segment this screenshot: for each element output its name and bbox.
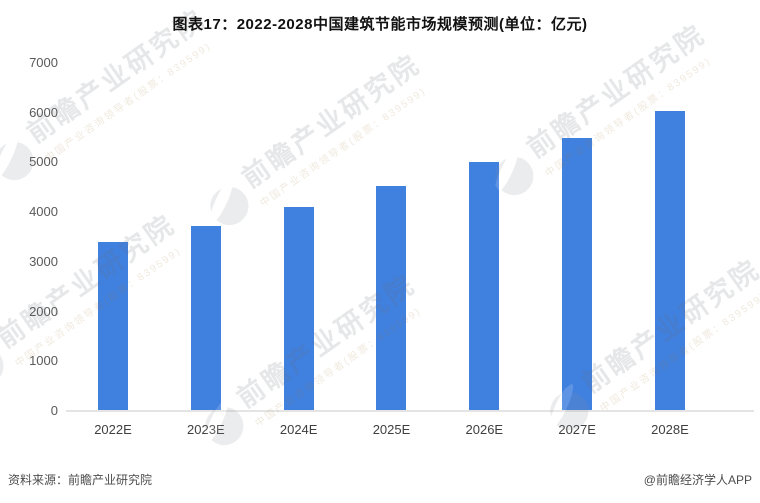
bar-2022E	[98, 241, 128, 411]
bar-2024E	[283, 207, 314, 411]
x-axis: 2022E 2023E 2024E 2025E 2026E 2027E 2028E	[94, 422, 689, 437]
x-axis-label-2028E: 2028E	[651, 422, 689, 437]
bar-2026E	[469, 162, 500, 411]
x-axis-label-2025E: 2025E	[372, 422, 411, 437]
source-note: 资料来源：前瞻产业研究院	[8, 473, 153, 487]
y-axis-tick-label: 0	[50, 403, 58, 418]
x-axis-label-2026E: 2026E	[465, 422, 504, 437]
bar-2023E	[190, 225, 221, 411]
y-axis-tick-label: 5000	[29, 154, 58, 170]
y-axis-tick-label: 7000	[29, 55, 58, 70]
credit-note: @前瞻经济学人APP	[643, 473, 752, 487]
y-axis-tick-label: 1000	[29, 353, 58, 369]
y-axis-tick-label: 2000	[29, 303, 58, 319]
y-axis-tick-label: 6000	[29, 104, 58, 120]
x-axis-label-2022E: 2022E	[94, 422, 132, 437]
y-axis: 0 1000 2000 3000 4000 5000 6000 7000	[0, 0, 58, 460]
x-axis-label-2027E: 2027E	[558, 422, 596, 437]
x-axis-line	[66, 410, 754, 412]
bar-2028E	[654, 111, 685, 411]
y-axis-tick-label: 4000	[29, 204, 58, 220]
footer: 资料来源：前瞻产业研究院 @前瞻经济学人APP	[8, 471, 752, 488]
x-axis-label-2024E: 2024E	[279, 422, 318, 437]
y-axis-tick-label: 3000	[29, 253, 58, 269]
x-axis-label-2023E: 2023E	[187, 422, 225, 437]
bar-2027E	[562, 137, 593, 411]
bar-2025E	[376, 186, 407, 411]
chart-title: 图表17：2022-2028中国建筑节能市场规模预测(单位：亿元)	[172, 16, 588, 33]
bar-series	[98, 111, 685, 411]
